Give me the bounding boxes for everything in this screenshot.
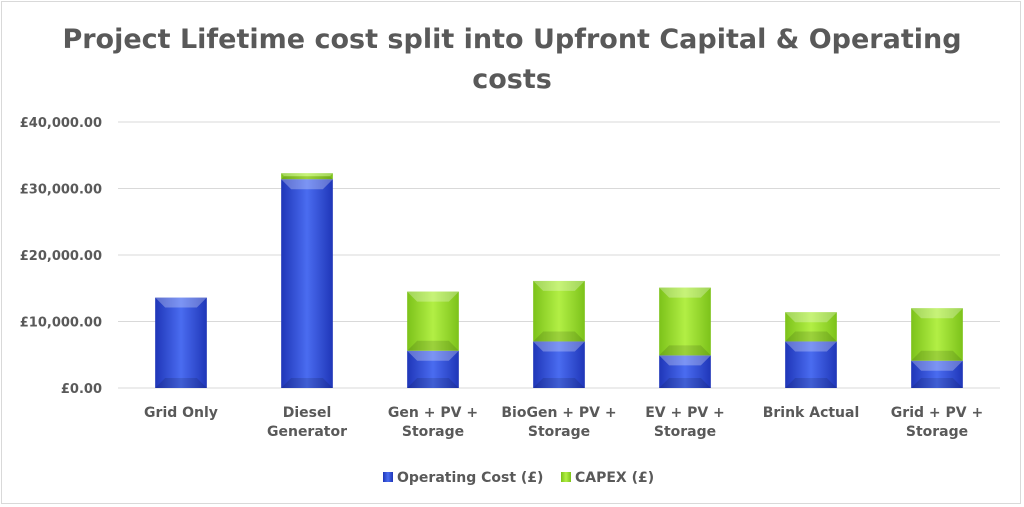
operating-cost-bar: [659, 355, 711, 388]
y-tick-label: £30,000.00: [20, 183, 102, 198]
x-tick-label: Gen + PV + Storage: [388, 405, 478, 440]
capex-bar: [281, 173, 333, 180]
chart-title-line-2: costs: [472, 64, 552, 95]
chart-title: Project Lifetime cost split into Upfront…: [0, 20, 1024, 100]
operating-cost-bar: [911, 360, 963, 388]
chart-title-line-1: Project Lifetime cost split into Upfront…: [62, 24, 962, 55]
capex-bar: [407, 291, 459, 351]
operating-cost-bar: [155, 297, 207, 388]
y-tick-label: £20,000.00: [20, 249, 102, 264]
operating-cost-bar: [407, 350, 459, 388]
y-tick-label: £0.00: [61, 382, 102, 397]
operating-cost-bar: [785, 341, 837, 388]
legend-operating-cost: Operating Cost (£): [383, 470, 543, 486]
capex-bar: [911, 308, 963, 361]
capex-bar: [785, 312, 837, 342]
capex-bar: [659, 287, 711, 356]
y-tick-label: £40,000.00: [20, 116, 102, 131]
x-tick-label: EV + PV + Storage: [645, 405, 725, 440]
legend-capex: CAPEX (£): [561, 470, 654, 486]
y-tick-label: £10,000.00: [20, 316, 102, 331]
legend-label: Operating Cost (£): [397, 470, 543, 486]
capex-bar: [533, 280, 585, 342]
operating-cost-bar: [281, 179, 333, 388]
x-tick-label: Grid Only: [144, 405, 218, 421]
legend-swatch: [561, 472, 571, 482]
x-tick-label: BioGen + PV + Storage: [501, 405, 616, 440]
legend-label: CAPEX (£): [575, 470, 654, 486]
operating-cost-bar: [533, 341, 585, 388]
legend-swatch: [383, 472, 393, 482]
x-tick-label: Diesel Generator: [267, 405, 347, 440]
x-tick-label: Grid + PV + Storage: [891, 405, 983, 440]
x-tick-label: Brink Actual: [763, 405, 860, 421]
